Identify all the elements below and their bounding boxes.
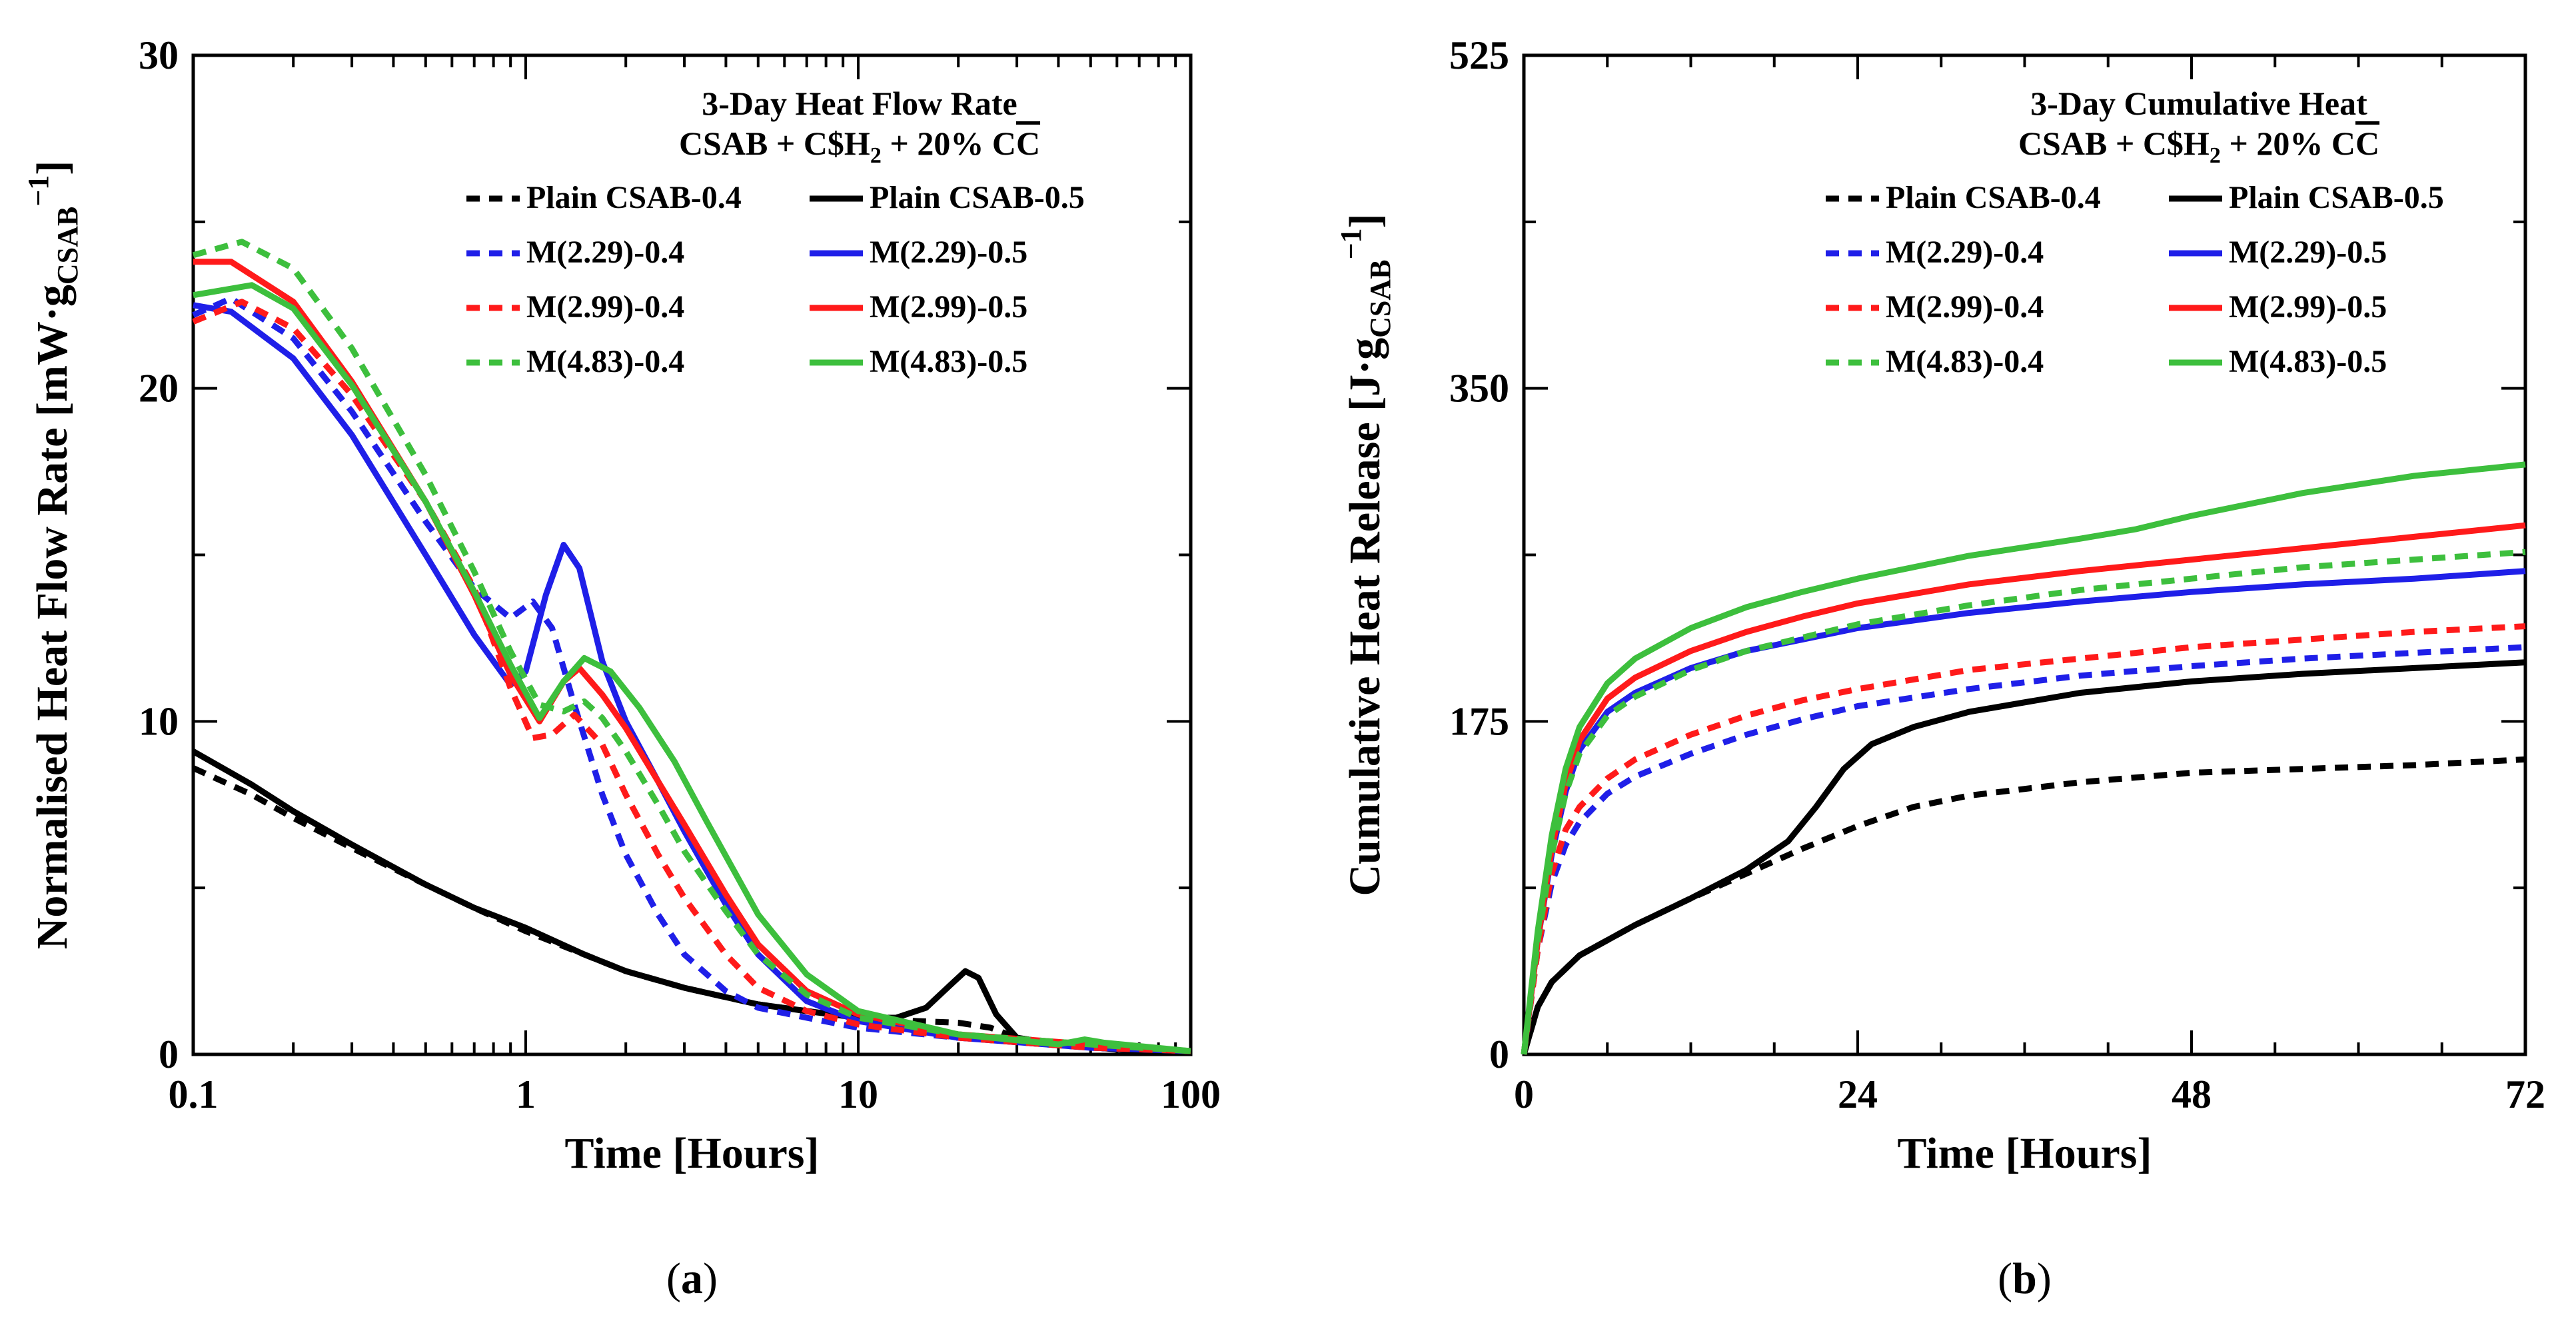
legend-label: M(2.29)-0.4 (1886, 235, 2044, 270)
legend-label: M(2.29)-0.5 (2229, 235, 2387, 270)
series-line-m-4-83-0-5 (193, 282, 1191, 1054)
legend-label: Plain CSAB-0.5 (870, 180, 1085, 215)
chart-panel-a: 0.1 1 10 100 0 10 20 30 Time [Hours] Normalised H… (22, 33, 1221, 1303)
subtitle-part: + 20% C (882, 125, 1016, 162)
legend-label: M(2.99)-0.4 (1886, 289, 2044, 325)
legend-label: M(4.83)-0.5 (2229, 344, 2387, 379)
legend-label: Plain CSAB-0.4 (1886, 180, 2101, 215)
y-axis-label-sup: −1 (1335, 228, 1367, 259)
y-axis-label-sub: CSAB (1364, 260, 1397, 338)
y-tick-label: 30 (139, 33, 179, 77)
x-axis-label: Time [Hours] (1898, 1129, 2152, 1178)
x-tick-label: 1 (516, 1072, 536, 1116)
y-tick-label: 20 (139, 367, 179, 411)
x-tick-label: 0 (1514, 1072, 1534, 1116)
y-tick-label: 0 (159, 1032, 179, 1076)
y-tick-label: 525 (1449, 33, 1509, 77)
y-axis-label-sup: −1 (22, 175, 55, 207)
y-tick-label: 350 (1449, 367, 1509, 411)
chart-title: 3-Day Cumulative Heat (2030, 85, 2367, 122)
x-tick-label: 24 (1838, 1072, 1878, 1116)
subtitle-subscript: 2 (870, 143, 882, 168)
chart-subtitle: CSAB + C$H2 + 20% CC (679, 125, 1040, 168)
y-tick-label: 175 (1449, 699, 1509, 743)
panel-label-close: ) (703, 1254, 718, 1303)
legend-label: Plain CSAB-0.4 (526, 180, 742, 215)
subtitle-overline-c: C (1016, 125, 1040, 162)
legend-label: M(4.83)-0.4 (526, 344, 684, 379)
legend-label: M(2.99)-0.4 (526, 289, 684, 325)
legend-label: M(2.29)-0.5 (870, 235, 1027, 270)
series-line-m-2-99-0-4 (1521, 623, 2526, 1055)
legend-label: Plain CSAB-0.5 (2229, 180, 2444, 215)
panel-label-open: ( (1998, 1254, 2012, 1303)
chart-subtitle: CSAB + C$H2 + 20% CC (2018, 125, 2379, 168)
y-tick-label: 0 (1489, 1032, 1509, 1076)
x-tick-label: 48 (2172, 1072, 2212, 1116)
x-tick-label: 72 (2505, 1072, 2545, 1116)
panel-label: (a) (666, 1254, 718, 1303)
x-axis-label: Time [Hours] (565, 1129, 820, 1178)
x-tick-label: 100 (1161, 1072, 1221, 1116)
panel-label-open: ( (666, 1254, 681, 1303)
x-tick-label: 0.1 (169, 1072, 219, 1116)
legend-label: M(2.29)-0.4 (526, 235, 684, 270)
series-line-plain-csab-0-5 (1521, 659, 2526, 1056)
x-tick-label: 10 (838, 1072, 878, 1116)
y-axis-label: Cumulative Heat Release [J·gCSAB−1] (1335, 213, 1397, 896)
series-line-m-2-29-0-4 (192, 295, 1191, 1054)
series-line-m-2-29-0-4 (1521, 644, 2526, 1055)
legend-label: M(2.99)-0.5 (2229, 289, 2387, 325)
legend-label: M(2.99)-0.5 (870, 289, 1027, 325)
series-line-m-4-83-0-4 (1521, 549, 2526, 1055)
panel-label-letter: b (2012, 1254, 2037, 1303)
y-axis-label-main: Normalised Heat Flow Rate [mW·g (28, 285, 77, 949)
subtitle-subscript: 2 (2210, 143, 2221, 168)
series-line-m-2-99-0-4 (192, 299, 1191, 1054)
subtitle-part: CSAB + C$H (2018, 125, 2210, 162)
y-axis-label-end: ] (1341, 213, 1389, 228)
panel-label-close: ) (2037, 1254, 2052, 1303)
y-tick-label: 10 (139, 699, 179, 743)
chart-panel-b: 0 24 48 72 0 175 350 525 Time [Hours] Cumulative … (1335, 33, 2545, 1303)
legend-label: M(4.83)-0.4 (1886, 344, 2044, 379)
series-line-m-2-29-0-5 (1521, 568, 2526, 1055)
series-line-m-2-29-0-5 (193, 302, 1191, 1054)
subtitle-overline-c: C (2355, 125, 2379, 162)
chart-title: 3-Day Heat Flow Rate (702, 85, 1017, 122)
y-axis-label: Normalised Heat Flow Rate [mW·gCSAB−1] (22, 161, 84, 950)
legend-label: M(4.83)-0.5 (870, 344, 1027, 379)
series-line-m-2-99-0-5 (193, 259, 1191, 1054)
subtitle-part: + 20% C (2221, 125, 2355, 162)
series-line-m-4-83-0-4 (192, 239, 1191, 1054)
panel-label-letter: a (681, 1254, 703, 1303)
subtitle-part: CSAB + C$H (679, 125, 870, 162)
y-axis-label-sub: CSAB (51, 207, 84, 285)
panel-label: (b) (1998, 1254, 2052, 1303)
y-axis-label-end: ] (28, 161, 77, 175)
series-line-m-4-83-0-5 (1521, 461, 2526, 1055)
y-axis-label-main: Cumulative Heat Release [J·g (1341, 338, 1389, 896)
